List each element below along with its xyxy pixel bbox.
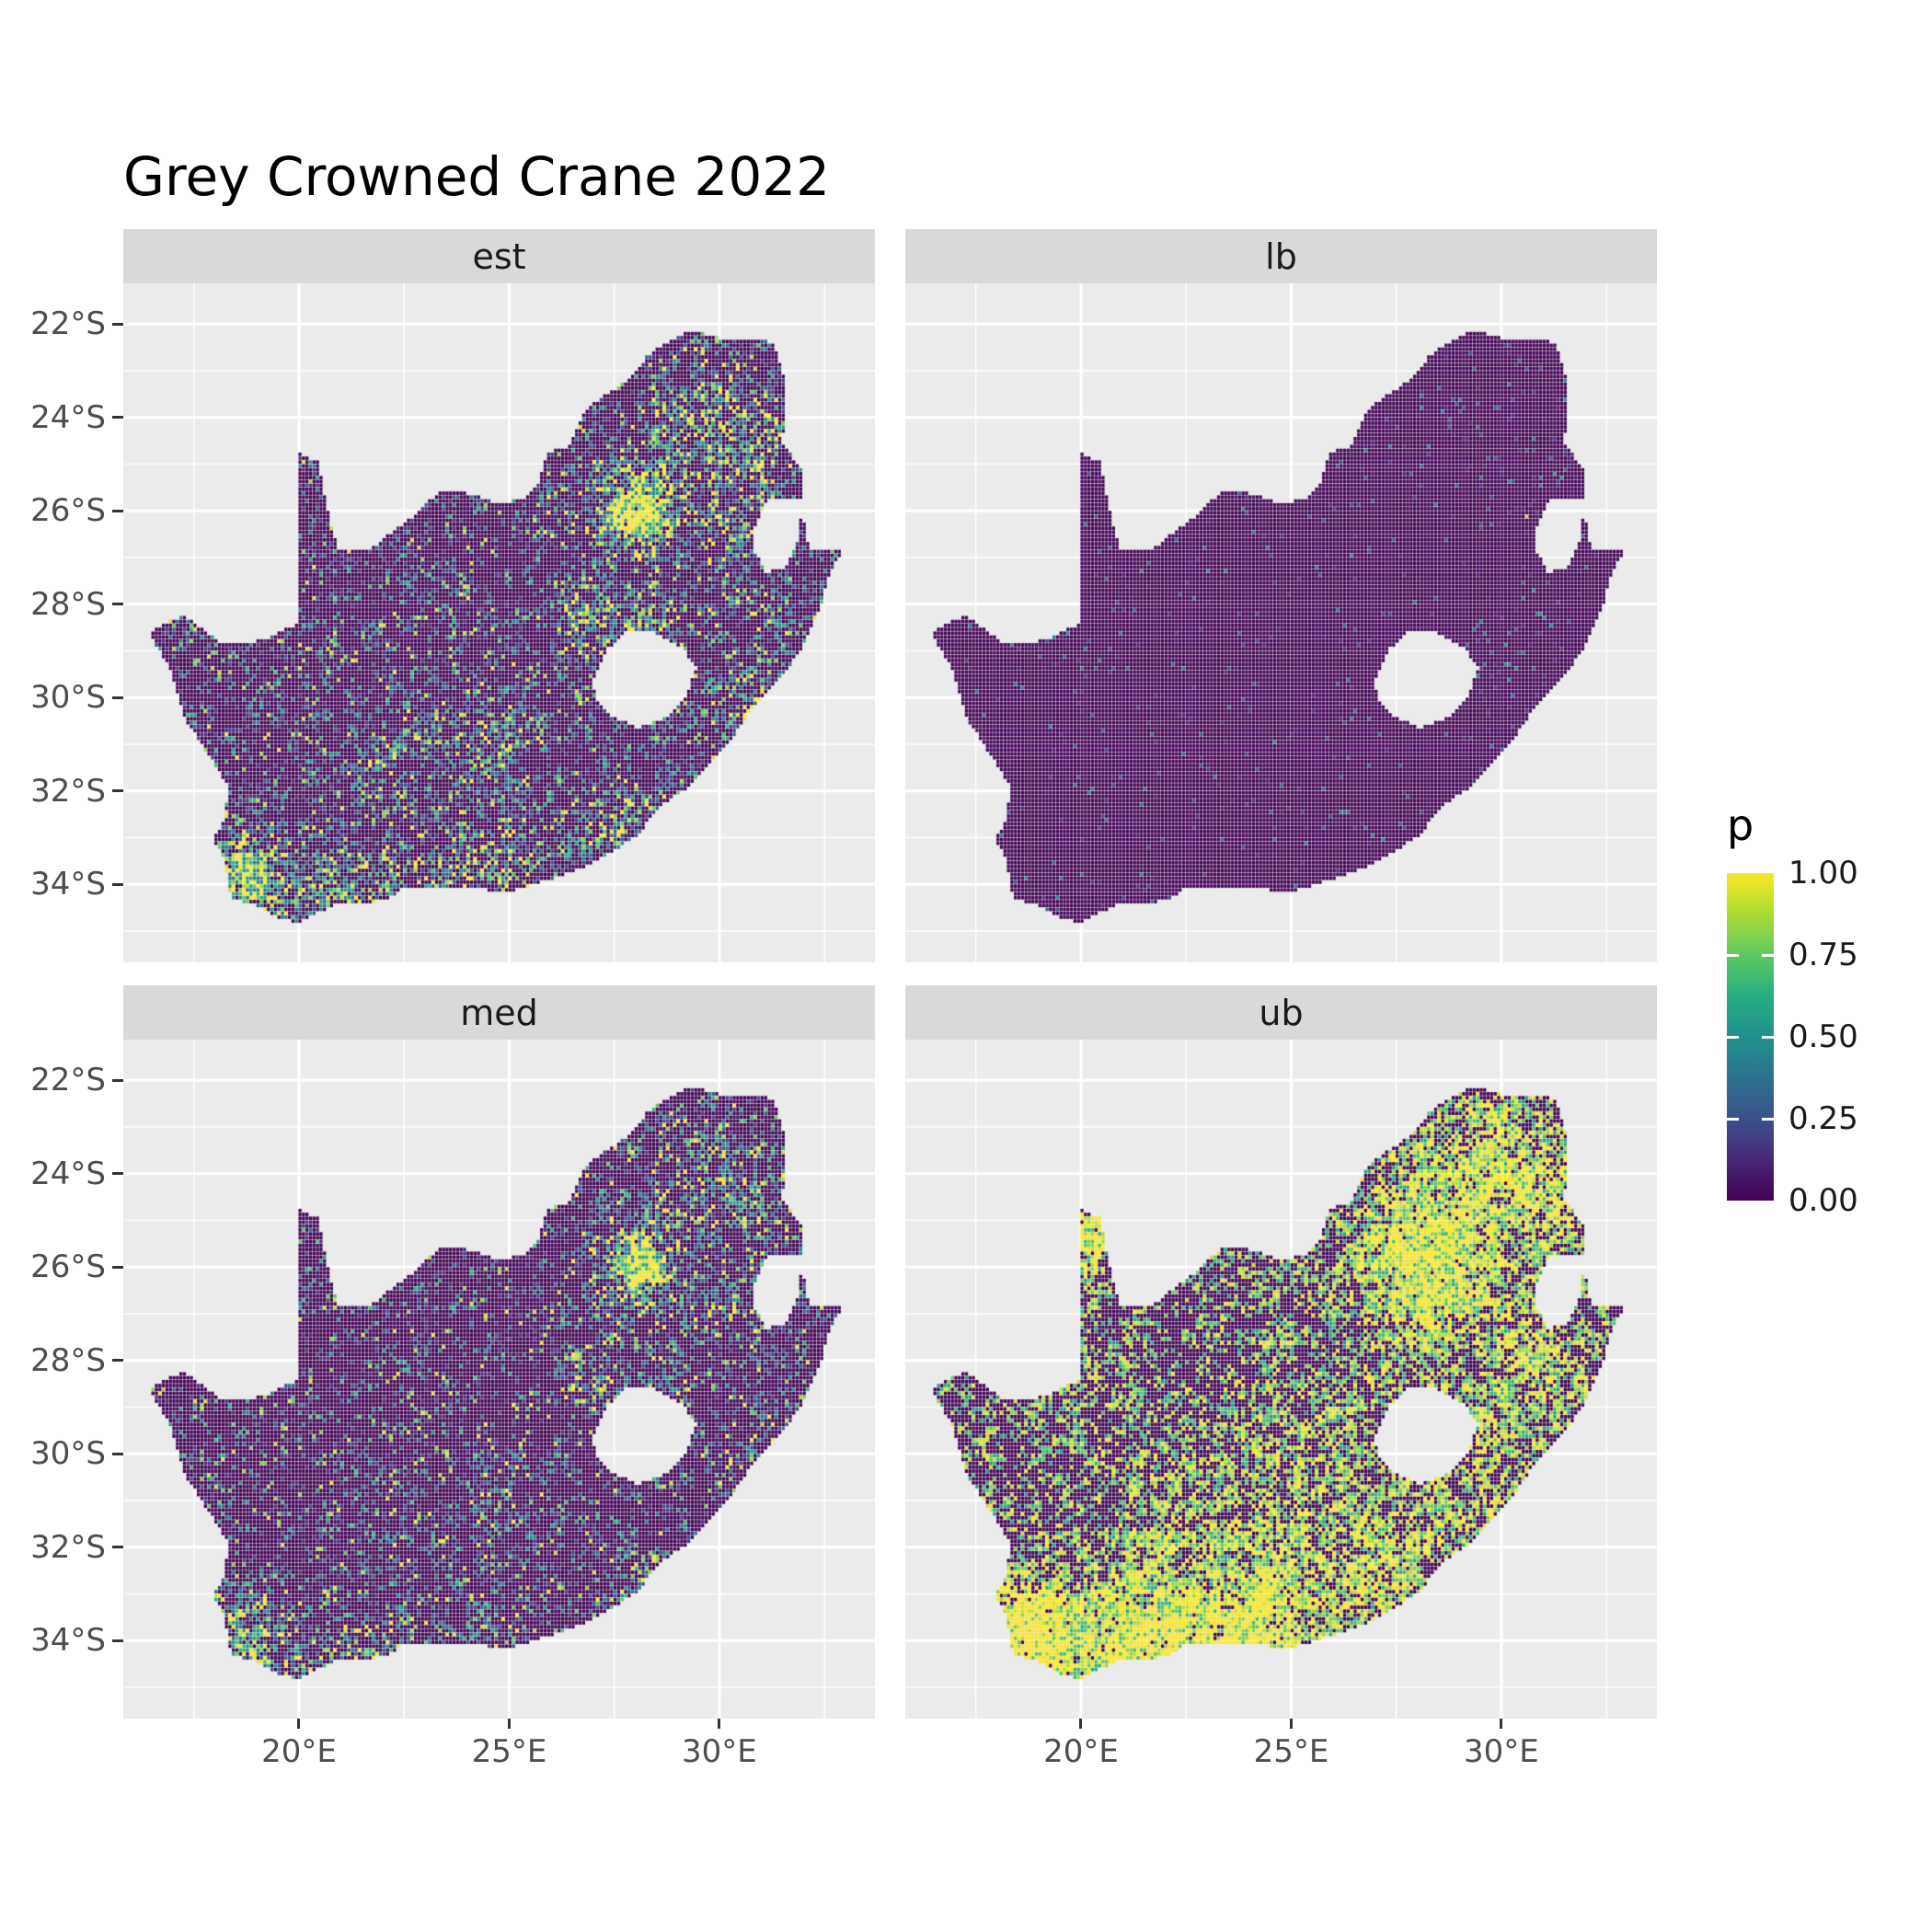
y-axis-tick (112, 1452, 123, 1455)
facet-strip-ub: ub (905, 985, 1657, 1040)
colorbar-tick (1727, 1117, 1739, 1121)
x-axis-tick (718, 1719, 721, 1729)
legend-tick-label: 0.50 (1788, 1018, 1858, 1055)
colorbar-tick (1762, 953, 1774, 957)
y-axis-label: 22°S (30, 1062, 106, 1099)
facet-strip-label: est (472, 236, 526, 277)
facet-strip-label: ub (1259, 992, 1304, 1033)
facet-strip-label: med (460, 992, 538, 1033)
y-axis-label: 24°S (30, 398, 106, 436)
x-axis-tick (1500, 1719, 1503, 1729)
x-axis-label: 30°E (1464, 1733, 1539, 1770)
y-axis-label: 34°S (30, 1622, 106, 1660)
y-axis-tick (112, 416, 123, 420)
legend-tick-label: 0.75 (1788, 937, 1858, 973)
x-axis-label: 20°E (1043, 1733, 1119, 1770)
colorbar-tick (1727, 953, 1739, 957)
y-axis-tick (112, 696, 123, 699)
facet-panel-med (123, 1040, 875, 1719)
y-axis-label: 26°S (30, 492, 106, 530)
x-axis-label: 25°E (471, 1733, 547, 1770)
y-axis-tick (112, 1172, 123, 1176)
facet-panel-ub (905, 1040, 1657, 1719)
x-axis-tick (297, 1719, 301, 1729)
y-axis-label: 30°S (30, 679, 106, 717)
y-axis-label: 32°S (30, 1528, 106, 1566)
facet-panel-lb (905, 283, 1657, 962)
x-axis-tick (507, 1719, 511, 1729)
facet-strip-lb: lb (905, 229, 1657, 283)
legend-tick-label: 0.25 (1788, 1100, 1858, 1137)
y-axis-label: 22°S (30, 305, 106, 343)
y-axis-label: 26°S (30, 1248, 106, 1286)
chart-title: Grey Crowned Crane 2022 (123, 145, 831, 208)
y-axis-tick (112, 882, 123, 886)
x-axis-label: 25°E (1253, 1733, 1329, 1770)
facet-strip-label: lb (1265, 236, 1297, 277)
colorbar-tick (1762, 1117, 1774, 1121)
facet-strip-med: med (123, 985, 875, 1040)
facet-strip-est: est (123, 229, 875, 283)
y-axis-tick (112, 1265, 123, 1269)
y-axis-tick (112, 1359, 123, 1363)
x-axis-label: 30°E (682, 1733, 757, 1770)
colorbar-tick (1762, 1035, 1774, 1039)
y-axis-tick (112, 603, 123, 606)
x-axis-tick (1079, 1719, 1083, 1729)
y-axis-label: 32°S (30, 772, 106, 810)
facet-panel-est (123, 283, 875, 962)
y-axis-label: 24°S (30, 1155, 106, 1192)
y-axis-tick (112, 789, 123, 793)
colorbar-tick (1727, 1035, 1739, 1039)
legend-tick-label: 1.00 (1788, 855, 1858, 891)
legend-tick-label: 0.00 (1788, 1182, 1858, 1219)
y-axis-label: 34°S (30, 866, 106, 903)
y-axis-tick (112, 1078, 123, 1082)
y-axis-tick (112, 322, 123, 326)
x-axis-tick (1289, 1719, 1293, 1729)
y-axis-label: 30°S (30, 1435, 106, 1473)
y-axis-tick (112, 509, 123, 512)
y-axis-label: 28°S (30, 1341, 106, 1379)
y-axis-tick (112, 1546, 123, 1549)
x-axis-label: 20°E (261, 1733, 337, 1770)
y-axis-tick (112, 1639, 123, 1642)
y-axis-label: 28°S (30, 585, 106, 623)
legend-title: p (1727, 800, 1754, 850)
